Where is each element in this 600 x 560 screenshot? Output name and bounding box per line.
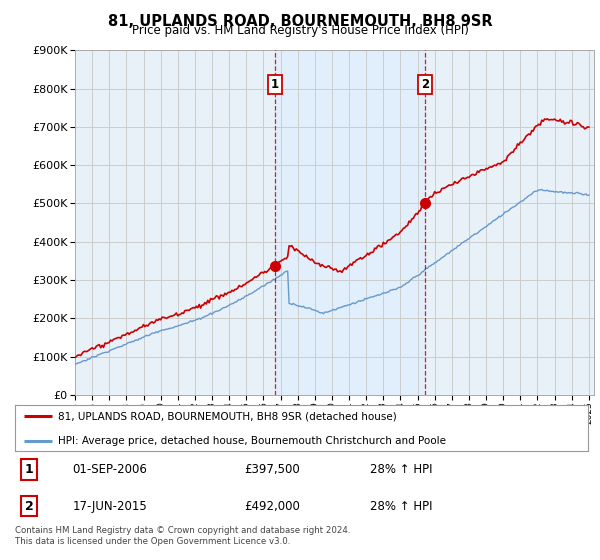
Text: 28% ↑ HPI: 28% ↑ HPI: [370, 463, 433, 476]
Text: Price paid vs. HM Land Registry's House Price Index (HPI): Price paid vs. HM Land Registry's House …: [131, 24, 469, 37]
Text: 17-JUN-2015: 17-JUN-2015: [73, 500, 147, 512]
Text: £397,500: £397,500: [244, 463, 300, 476]
Text: 2: 2: [25, 500, 34, 512]
Text: 01-SEP-2006: 01-SEP-2006: [73, 463, 147, 476]
Text: HPI: Average price, detached house, Bournemouth Christchurch and Poole: HPI: Average price, detached house, Bour…: [58, 436, 446, 446]
Text: 81, UPLANDS ROAD, BOURNEMOUTH, BH8 9SR (detached house): 81, UPLANDS ROAD, BOURNEMOUTH, BH8 9SR (…: [58, 412, 397, 421]
Text: 1: 1: [25, 463, 34, 476]
Text: 1: 1: [271, 78, 279, 91]
Text: £492,000: £492,000: [244, 500, 300, 512]
Text: 81, UPLANDS ROAD, BOURNEMOUTH, BH8 9SR: 81, UPLANDS ROAD, BOURNEMOUTH, BH8 9SR: [107, 14, 493, 29]
Text: 2: 2: [421, 78, 430, 91]
Text: 28% ↑ HPI: 28% ↑ HPI: [370, 500, 433, 512]
Bar: [275, 50, 425, 395]
Text: Contains HM Land Registry data © Crown copyright and database right 2024.
This d: Contains HM Land Registry data © Crown c…: [15, 526, 350, 546]
